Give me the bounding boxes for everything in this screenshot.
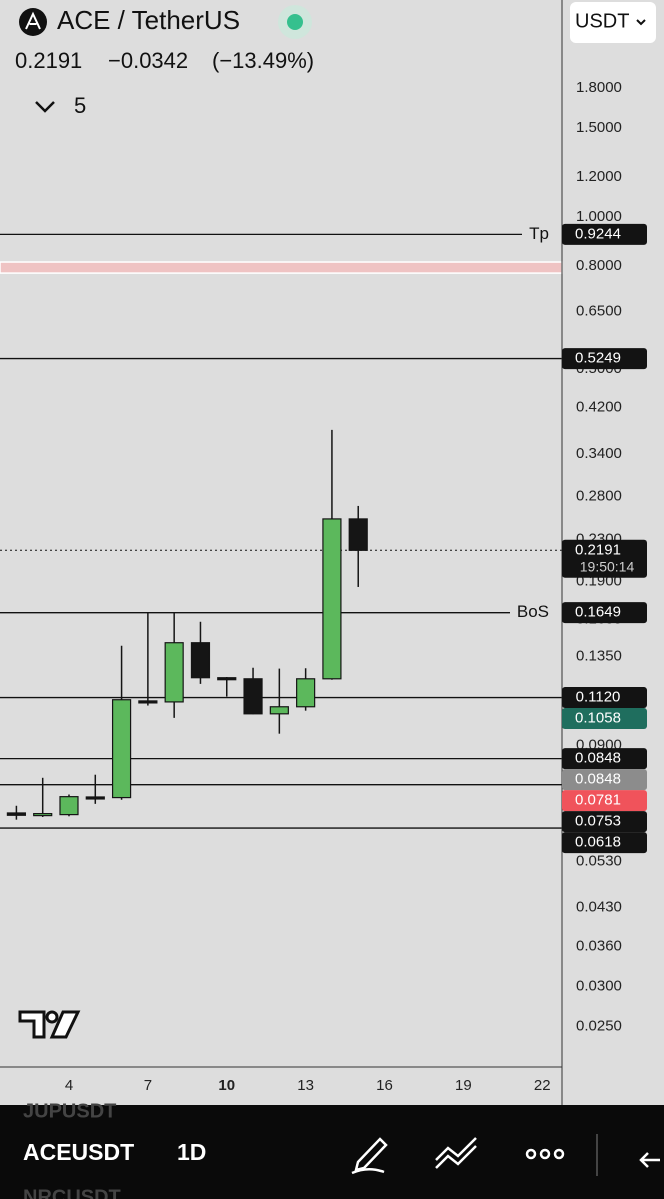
plot-area [0,233,563,829]
candle-body [217,677,237,681]
price-badge-label: 0.2191 [575,541,621,558]
y-tick-label: 0.4200 [576,398,622,415]
price-badge [562,687,647,709]
currency-button[interactable] [570,2,656,43]
y-tick-label: 0.3400 [576,445,622,462]
price-badge [562,769,647,791]
currency-chevron[interactable] [636,19,646,26]
y-tick-label: 0.2800 [576,487,622,504]
x-tick-label: 22 [534,1077,551,1094]
y-tick-label: 0.0360 [576,938,622,955]
level-tag: Tp [529,224,549,243]
symbol-above[interactable]: JUPUSDT [23,1100,116,1122]
candle-body [111,699,132,799]
x-tick-label: 10 [218,1077,235,1094]
price-badge-label: 0.0848 [575,771,621,788]
price-badge-label: 0.1120 [576,689,621,706]
price-badge-label: 0.0618 [575,834,621,851]
candle-body [190,642,211,679]
price-badge [562,348,647,370]
y-tick-label: 0.0300 [576,978,622,995]
x-tick-label: 7 [144,1077,152,1094]
y-tick-label: 1.5000 [576,119,622,136]
countdown: 19:50:14 [580,559,635,575]
candle-body [243,678,263,715]
price-badge-label: 0.9244 [575,225,621,242]
price-zone [0,261,563,274]
price-badge-label: 0.1058 [575,710,621,727]
bottom-bar [0,1105,664,1199]
interval[interactable]: 1D [177,1139,206,1165]
x-tick-label: 13 [297,1077,314,1094]
price-badge [562,748,647,770]
candle-body [269,706,289,715]
y-tick-label: 0.0250 [576,1018,622,1035]
candle-body [6,812,27,816]
price-badge [562,811,647,833]
price-badge [562,223,647,245]
more-icon[interactable] [525,1148,565,1160]
price-badge [562,602,647,624]
price-badge [562,790,647,812]
candle-body [85,796,105,800]
price-badge [562,832,647,854]
price-badge-label: 0.0781 [575,792,621,809]
x-tick-label: 4 [65,1077,73,1094]
y-tick-label: 0.8000 [576,257,622,274]
y-tick-label: 0.0530 [576,853,622,870]
symbol-logo-mark [25,11,41,30]
y-tick-label: 0.0430 [576,899,622,916]
draw-icon[interactable] [351,1137,388,1175]
y-tick-label: 1.2000 [576,168,622,185]
status-dot [287,14,303,30]
x-tick-label: 16 [376,1077,393,1094]
symbol-below[interactable]: NRCUSDT [23,1186,121,1199]
symbol-title: ACE / TetherUS [57,5,240,35]
tradingview-logo [18,1010,81,1039]
price-badge-label: 0.0848 [575,750,621,767]
indicator-icon[interactable] [435,1137,477,1169]
y-tick-label: 1.0000 [576,208,622,225]
price-badge-label: 0.5249 [575,350,621,367]
level-tag: BoS [517,602,549,621]
candle-body [348,518,368,551]
candle-body [322,518,342,680]
candle-body [138,700,158,704]
price-change: −0.0342 [108,48,188,73]
y-tick-label: 0.6500 [576,303,622,320]
y-tick-label: 0.1350 [576,648,622,665]
back-icon[interactable] [639,1152,660,1168]
indicator-chevron[interactable] [35,101,55,113]
price-badge [562,539,647,578]
x-tick-label: 19 [455,1077,472,1094]
candle-body [164,642,184,703]
symbol-current[interactable]: ACEUSDT [23,1139,134,1165]
price-badge-label: 0.0753 [575,813,621,830]
last-price: 0.2191 [15,48,82,73]
candle-body [296,678,316,708]
price-badge [562,708,647,730]
indicator-count[interactable]: 5 [74,93,86,118]
price-badge-label: 0.1649 [575,604,621,621]
candle-body [59,796,79,816]
price-change-pct: (−13.49%) [212,48,314,73]
y-tick-label: 1.8000 [576,79,622,96]
candle-body [33,813,53,817]
currency-label[interactable]: USDT [575,10,629,32]
